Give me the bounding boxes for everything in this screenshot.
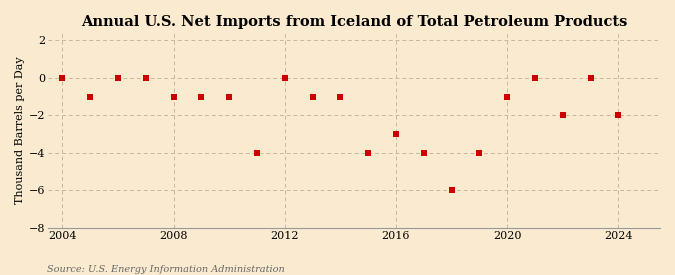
Point — [168, 95, 179, 99]
Text: Source: U.S. Energy Information Administration: Source: U.S. Energy Information Administ… — [47, 265, 285, 274]
Point — [613, 113, 624, 118]
Point — [474, 151, 485, 155]
Point — [57, 76, 68, 80]
Point — [446, 188, 457, 193]
Title: Annual U.S. Net Imports from Iceland of Total Petroleum Products: Annual U.S. Net Imports from Iceland of … — [81, 15, 627, 29]
Point — [223, 95, 234, 99]
Point — [558, 113, 568, 118]
Point — [85, 95, 96, 99]
Point — [391, 132, 402, 136]
Point — [529, 76, 540, 80]
Point — [279, 76, 290, 80]
Point — [585, 76, 596, 80]
Point — [140, 76, 151, 80]
Point — [196, 95, 207, 99]
Point — [362, 151, 373, 155]
Point — [307, 95, 318, 99]
Point — [252, 151, 263, 155]
Point — [113, 76, 124, 80]
Y-axis label: Thousand Barrels per Day: Thousand Barrels per Day — [15, 57, 25, 204]
Point — [418, 151, 429, 155]
Point — [335, 95, 346, 99]
Point — [502, 95, 512, 99]
